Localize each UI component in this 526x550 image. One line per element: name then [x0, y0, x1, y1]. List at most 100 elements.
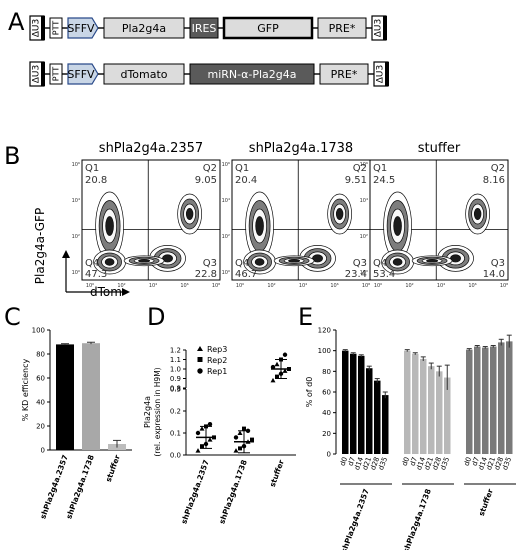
- y-tick-label: 1.1: [170, 356, 181, 364]
- x-tick-label: 10²: [405, 283, 413, 289]
- y-tick-label: 1.2: [170, 347, 181, 355]
- q4-value: 47.3: [85, 269, 107, 280]
- data-point: [250, 437, 254, 442]
- panel-label-c: C: [4, 303, 21, 331]
- x-tick-label: 10⁶: [330, 283, 338, 289]
- construct-element-sffv: SFFV: [67, 22, 95, 35]
- x-tick-label: 10⁸: [212, 283, 220, 289]
- category-label: stuffer: [268, 458, 286, 488]
- y-tick-label: 100: [32, 327, 45, 335]
- data-point: [274, 361, 280, 367]
- q3-label: Q3: [203, 258, 217, 269]
- construct-element--u3-bar: [383, 16, 387, 40]
- y-axis-label: % KD efficiency: [21, 358, 30, 421]
- q2-value: 9.51: [345, 175, 367, 186]
- legend-label: Rep1: [207, 367, 227, 376]
- y-tick-label: 1.0: [170, 366, 181, 374]
- day-label: d7: [471, 456, 482, 467]
- data-point: [275, 374, 279, 379]
- construct-element-gfp: GFP: [257, 22, 279, 35]
- q4-label: Q4: [235, 258, 249, 269]
- x-tick-label: 10⁸: [362, 283, 370, 289]
- day-label: d0: [339, 456, 350, 467]
- panel-label-a: A: [8, 8, 25, 36]
- data-point: [282, 368, 288, 373]
- category-label: shPla2g4a.1738: [64, 454, 96, 521]
- vector-constructs: ΔU3 PTT SFFV Pla2g4a IRES GFP PRE* ΔU3 ΔU3 PTT SFF…: [29, 15, 389, 87]
- y-axis-label: % of d0: [305, 377, 314, 408]
- legend-marker-triangle: [197, 346, 203, 351]
- category-label: shPla2g4a.2357: [38, 454, 70, 521]
- construct-element-pla2g4a: Pla2g4a: [122, 22, 166, 35]
- construct-element--u3: ΔU3: [374, 19, 384, 37]
- y-tick-label: 10²: [360, 234, 368, 240]
- y-tick-label: 40: [36, 399, 45, 407]
- y-tick-label: 0.3: [170, 386, 181, 394]
- data-point: [237, 430, 243, 435]
- data-point: [233, 435, 239, 440]
- data-point: [270, 377, 276, 383]
- day-label: d0: [463, 456, 474, 467]
- density-contour: [335, 208, 344, 220]
- density-contour: [138, 259, 151, 263]
- construct-element-mirn-pla2g4a: miRN-α-Pla2g4a: [208, 68, 297, 81]
- construct-element-ptt: PTT: [52, 67, 61, 82]
- y-tick-label: 0: [327, 451, 331, 459]
- data-point: [195, 430, 201, 436]
- construct-element-pre-: PRE*: [331, 68, 358, 81]
- q1-value: 24.5: [373, 175, 395, 186]
- construct-element--u3: ΔU3: [32, 19, 42, 37]
- x-tick-label: 10²: [117, 283, 125, 289]
- y-tick-label: 0.8: [170, 385, 181, 393]
- bar: [412, 353, 419, 454]
- y-tick-label: 0.1: [170, 430, 181, 438]
- legend-label: Rep3: [207, 345, 227, 354]
- flow-plots: Pla2g4a-GFP dTom shPla2g4a.2357Q120.8Q29…: [33, 141, 509, 299]
- bar: [342, 350, 349, 454]
- x-tick-label: 10⁰: [236, 283, 244, 289]
- density-contour: [450, 254, 461, 263]
- q1-label: Q1: [85, 163, 99, 174]
- bar: [382, 395, 389, 454]
- rel-expression-chart: 0.0 0.1 0.2 0.30.8 0.91.0 1.11.2 Pla2g4a (rel. …: [143, 345, 296, 525]
- bar: [358, 355, 365, 454]
- data-point: [207, 422, 213, 427]
- data-point: [195, 448, 201, 453]
- category-label: shPla2g4a.1738: [217, 459, 249, 526]
- bar: [436, 371, 443, 454]
- data-point: [233, 448, 239, 453]
- panel-label-b: B: [4, 142, 20, 170]
- density-contour: [473, 208, 482, 220]
- q2-label: Q2: [353, 163, 367, 174]
- y-tick-label: 10⁶: [222, 162, 230, 168]
- data-point: [242, 426, 246, 431]
- y-tick-label: 60: [322, 389, 331, 397]
- bar: [404, 350, 411, 454]
- y-tick-label: 10⁰: [222, 270, 230, 276]
- construct-element-ires: IRES: [192, 22, 217, 35]
- density-contour: [255, 216, 264, 236]
- y-tick-label: 20: [322, 430, 331, 438]
- group-label: shPla2g4a.1738: [401, 488, 433, 550]
- y-tick-label: 80: [36, 351, 45, 359]
- category-label: stuffer: [104, 453, 122, 483]
- q1-value: 20.8: [85, 175, 107, 186]
- bar: [444, 377, 451, 454]
- construct-element--u3-bar: [41, 62, 45, 86]
- q1-value: 20.4: [235, 175, 257, 186]
- density-contour: [104, 258, 115, 266]
- y-tick-label: 80: [322, 368, 331, 376]
- bar: [374, 380, 381, 454]
- y-tick-label: 10²: [222, 234, 230, 240]
- data-point: [282, 352, 288, 357]
- q3-label: Q3: [491, 258, 505, 269]
- q2-value: 8.16: [483, 175, 505, 186]
- construct-element--u3-bar: [41, 16, 45, 40]
- day-label: d0: [401, 456, 412, 467]
- bar: [498, 342, 505, 454]
- legend-marker-circle: [197, 368, 203, 374]
- data-point: [207, 437, 213, 442]
- y-axis-label-2: (rel. expression in H9M): [153, 367, 162, 456]
- bar: [56, 344, 74, 450]
